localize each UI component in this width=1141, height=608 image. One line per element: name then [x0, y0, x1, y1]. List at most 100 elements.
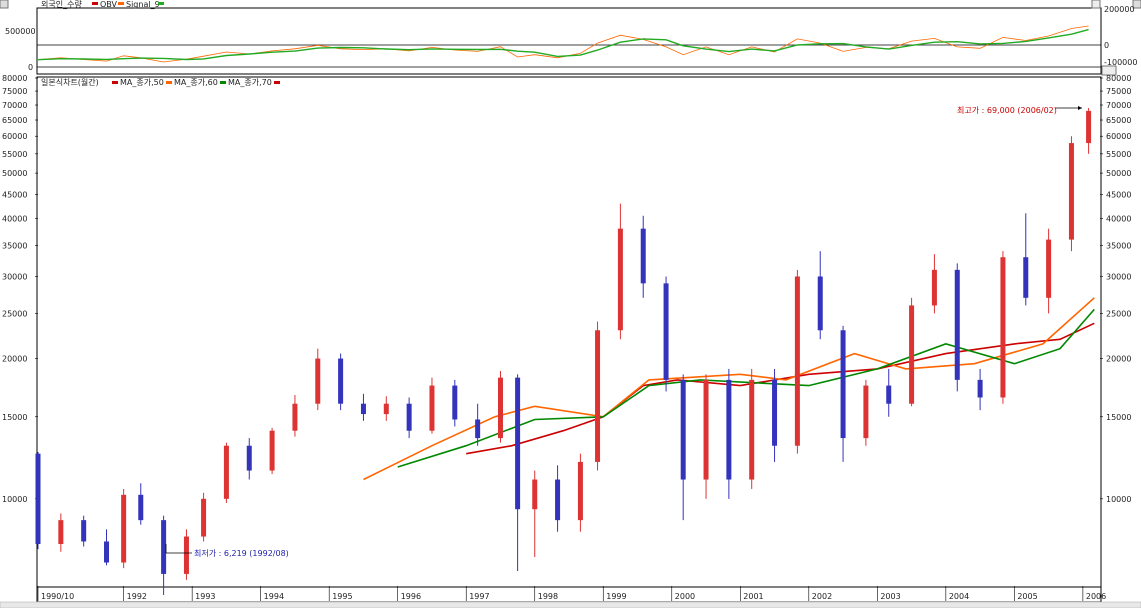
candle-body	[104, 541, 110, 563]
candle-body	[183, 536, 189, 574]
candle-body	[772, 379, 778, 446]
candle-body	[246, 445, 252, 471]
y-tick-label-left: 80000	[2, 74, 27, 83]
signal-legend-swatch	[118, 2, 124, 5]
y-tick-label-left: 35000	[2, 241, 27, 250]
candle-body	[977, 379, 983, 398]
y-axis-right: 80000 75000 70000 65000 60000 55000 50000 45000…	[1100, 74, 1131, 504]
y-tick-label-left: 30000	[2, 272, 27, 281]
candle-body	[840, 330, 846, 439]
ma50-legend-swatch	[112, 81, 118, 84]
extra-legend-swatch	[274, 81, 280, 84]
candle-body	[383, 403, 389, 415]
y-tick-label-left: 45000	[2, 190, 27, 199]
ma70-legend-label: MA_종가,70	[228, 78, 272, 87]
moving-average-lines	[363, 297, 1095, 481]
max-price-label: 최고가 : 69,000 (2006/02)	[957, 105, 1057, 115]
candle-body	[817, 276, 823, 331]
upper-indicator-lines	[37, 25, 1089, 63]
candle-body	[515, 377, 521, 510]
y-tick-label-right: 20000	[1106, 355, 1131, 364]
top-right-toggle-button[interactable]	[1132, 0, 1141, 9]
right-scroll-button-b[interactable]	[1101, 65, 1117, 76]
candlesticks	[35, 107, 1092, 595]
top-left-toggle-button[interactable]	[0, 0, 9, 9]
y-tick-label-right: 65000	[1106, 116, 1131, 125]
candle-body	[663, 283, 669, 380]
candle-body	[577, 461, 583, 521]
x-tick-label: 1992	[127, 592, 147, 601]
x-tick-label: 2006	[1086, 592, 1106, 601]
candle-body	[201, 498, 207, 537]
candle-body	[863, 385, 869, 439]
candle-body	[121, 494, 127, 563]
candle-body	[429, 385, 435, 431]
candle-body	[1086, 110, 1092, 144]
x-tick-label: 2002	[812, 592, 832, 601]
x-tick-label: 1996	[401, 592, 421, 601]
x-axis: 1990/10 1992 1993 1994 1995 1996 1997 1998 1999 2…	[37, 586, 1106, 601]
y-tick-label-right: 40000	[1106, 214, 1131, 223]
y-tick-label-right: 35000	[1106, 241, 1131, 250]
y-tick-label-left: 10000	[2, 495, 27, 504]
candle-body	[161, 520, 167, 574]
y-tick-label-right: 10000	[1106, 495, 1131, 504]
ma-line	[397, 308, 1095, 468]
candle-body	[1000, 257, 1006, 398]
candle-body	[497, 377, 503, 439]
x-tick-label: 2004	[949, 592, 969, 601]
candle-body	[315, 358, 321, 404]
y-tick-label-left: 25000	[2, 309, 27, 318]
candle-body	[1046, 239, 1052, 298]
upper-legend: OBV Signal_9	[92, 0, 164, 9]
candle-body	[555, 479, 561, 521]
candle-body	[931, 269, 937, 306]
y-tick-label-right: 30000	[1106, 272, 1131, 281]
y-tick-label-right: 55000	[1106, 150, 1131, 159]
x-tick-label: 1994	[264, 592, 284, 601]
candle-body	[680, 379, 686, 480]
y-tick-label-left: 20000	[2, 355, 27, 364]
candle-body	[640, 228, 646, 284]
candle-body	[595, 330, 601, 462]
candle-body	[475, 419, 481, 439]
y-tick-label-left: 65000	[2, 116, 27, 125]
obv-line	[37, 25, 1089, 63]
x-tick-label: 1999	[606, 592, 626, 601]
min-price-label: 최저가 : 6,219 (1992/08)	[194, 548, 289, 558]
x-tick-label: 2005	[1017, 592, 1037, 601]
candle-body	[138, 494, 144, 521]
obv-legend-label: OBV	[100, 0, 118, 9]
bottom-scroll-strip[interactable]	[0, 601, 1141, 608]
candle-body	[886, 385, 892, 404]
candle-body	[58, 520, 64, 544]
max-price-annotation: 최고가 : 69,000 (2006/02)	[957, 105, 1082, 115]
y-tick-label-right: 70000	[1106, 101, 1131, 110]
main-legend: MA_종가,50 MA_종가,60 MA_종가,70	[112, 78, 280, 87]
x-tick-label: 2003	[880, 592, 900, 601]
x-tick-label: 2001	[743, 592, 763, 601]
x-tick-label: 1997	[469, 592, 489, 601]
y-axis-left: 80000 75000 70000 65000 60000 55000 50000 45000…	[2, 74, 38, 504]
y-tick-label-left: 70000	[2, 101, 27, 110]
candle-body	[794, 276, 800, 446]
ma60-legend-swatch	[166, 81, 172, 84]
main-panel-frame	[36, 76, 1102, 588]
x-tick-label: 1993	[195, 592, 215, 601]
max-arrow-head	[1078, 106, 1082, 110]
candle-body	[338, 358, 344, 404]
ma-line	[363, 297, 1095, 481]
x-tick-label: 1998	[538, 592, 558, 601]
upper-panel-frame	[36, 7, 1102, 75]
right-scroll-button-a[interactable]	[1091, 0, 1101, 9]
candle-body	[452, 385, 458, 420]
upper-left-tick-500000: 500000	[5, 27, 36, 36]
y-tick-label-right: 45000	[1106, 190, 1131, 199]
y-tick-label-right: 60000	[1106, 132, 1131, 141]
y-tick-label-left: 60000	[2, 132, 27, 141]
upper-right-tick-neg100000: -100000	[1104, 58, 1137, 67]
ma50-legend-label: MA_종가,50	[120, 78, 164, 87]
upper-right-tick-0: 0	[1104, 41, 1109, 50]
main-panel-title: 일본식차트(월간)	[41, 77, 99, 87]
signal-legend-label: Signal_9	[126, 0, 160, 9]
